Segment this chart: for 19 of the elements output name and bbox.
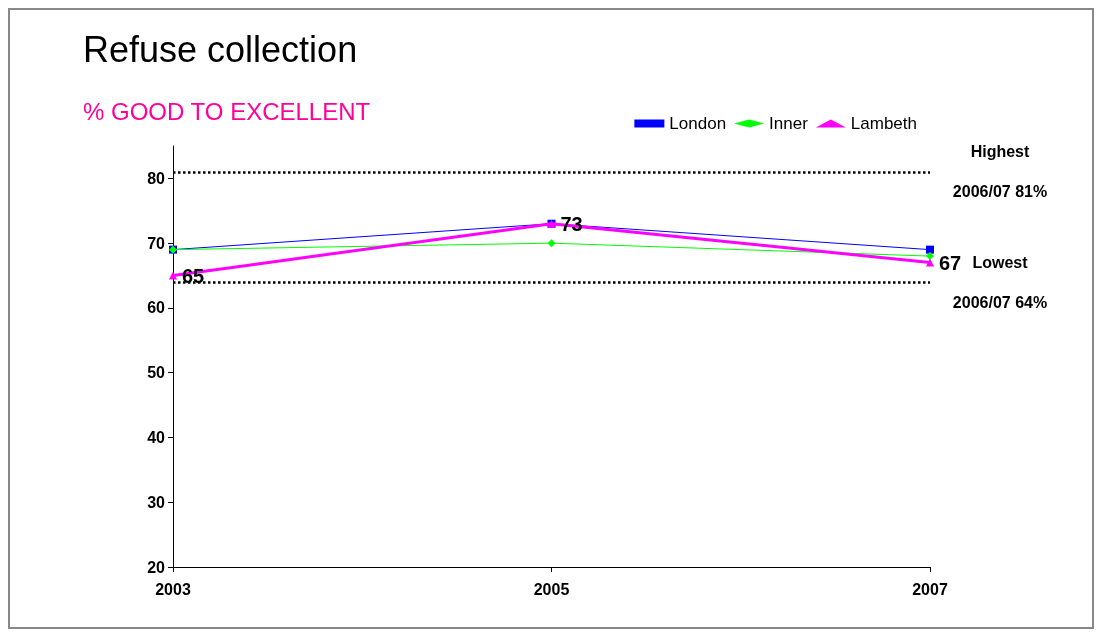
- y-tick-label: 20: [147, 558, 166, 576]
- y-tick-label: 80: [147, 169, 166, 187]
- point: [926, 245, 934, 254]
- point: [547, 239, 556, 248]
- x-tick-label: 2005: [533, 580, 570, 598]
- chart-subtitle: % GOOD TO EXCELLENT: [83, 97, 371, 125]
- y-tick-label: 70: [147, 234, 166, 252]
- text: Highest 2006/07 81%: [952, 143, 1048, 201]
- x-tick-label: 2007: [912, 580, 948, 598]
- chart-title: Refuse collection: [83, 28, 358, 70]
- y-tick-label: 30: [147, 493, 166, 511]
- y-tick-label: 40: [147, 428, 166, 446]
- y-tick-label: 50: [147, 364, 166, 382]
- legend-label: London: [669, 114, 727, 133]
- y-tick-label: 60: [147, 299, 166, 317]
- legend-label: Lambeth: [850, 114, 918, 133]
- legend-label: Inner: [769, 114, 809, 133]
- x-tick-label: 2003: [155, 580, 191, 598]
- data-label: 67: [939, 251, 962, 274]
